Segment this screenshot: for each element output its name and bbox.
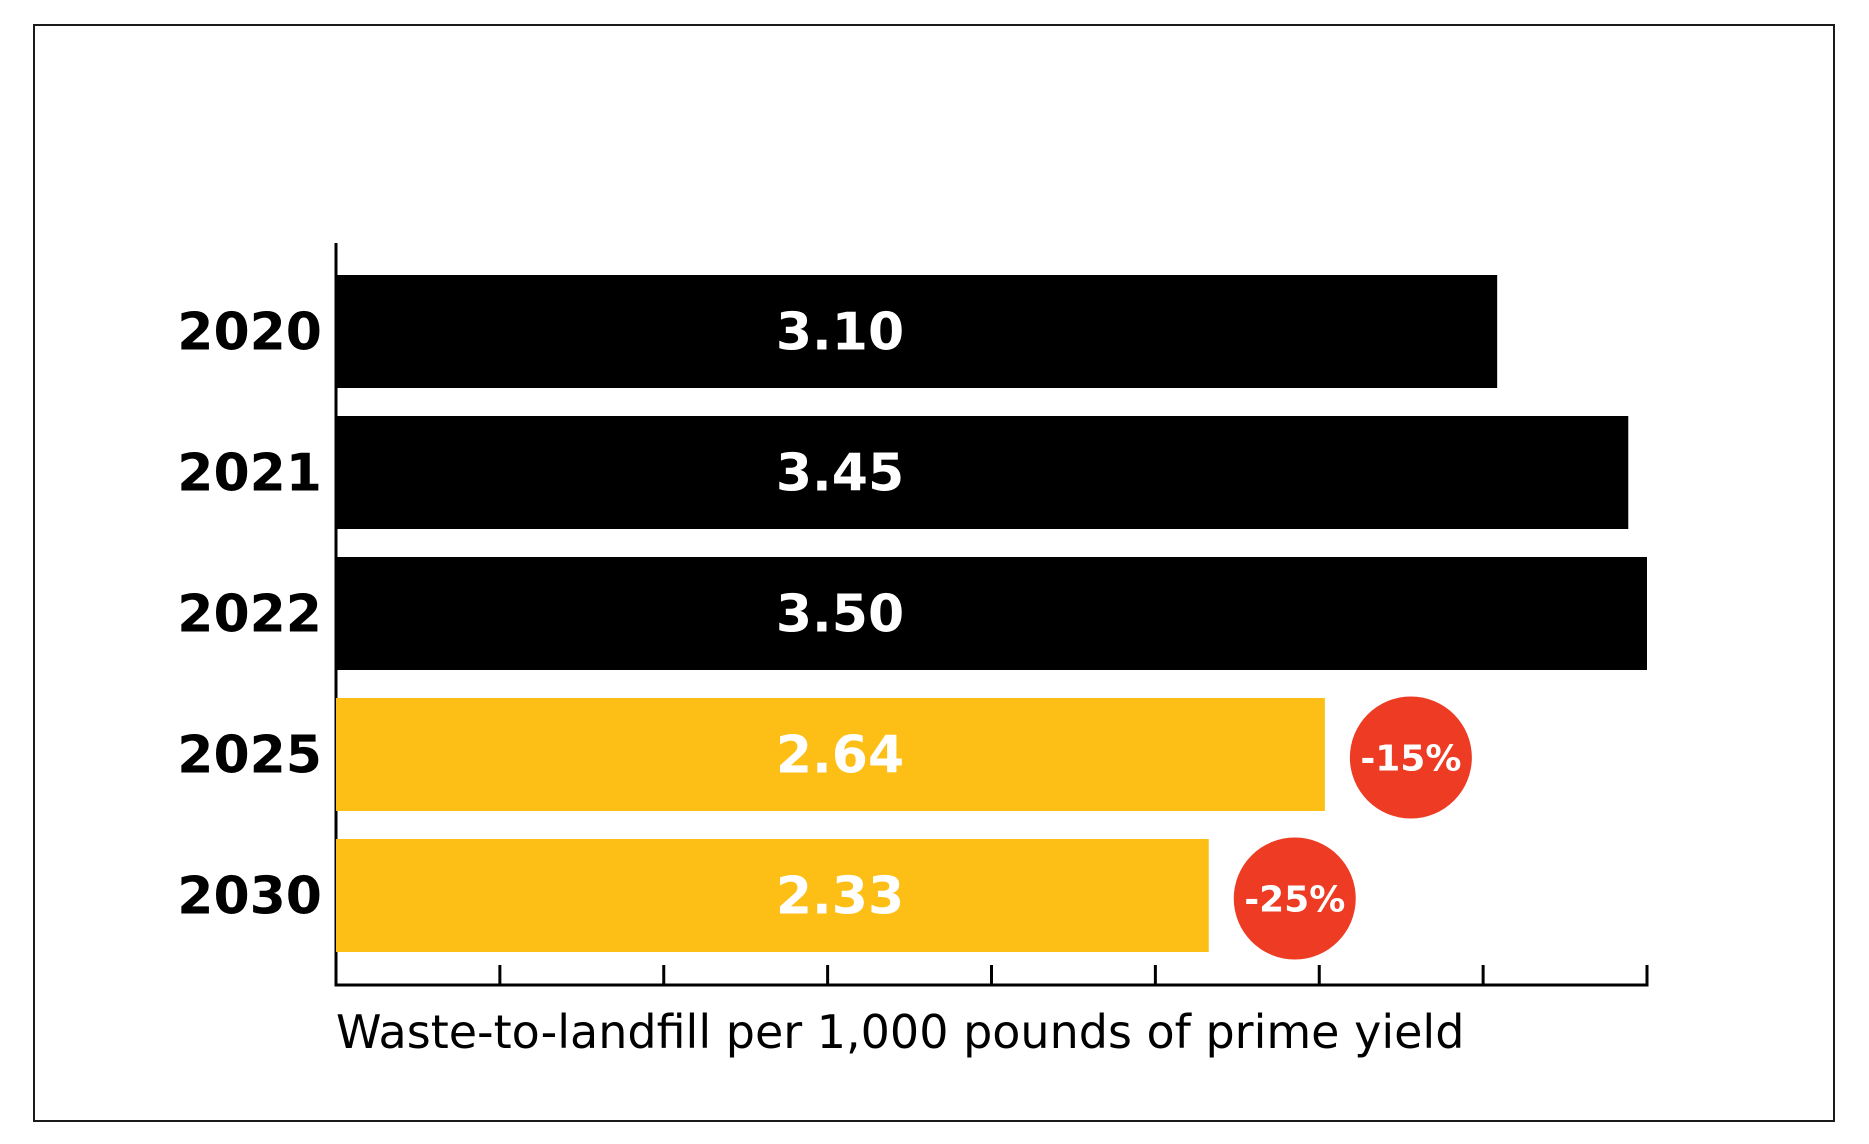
bar-2030 — [336, 839, 1209, 952]
value-label: 3.45 — [776, 444, 904, 504]
change-badge-label: -15% — [1360, 739, 1461, 780]
bar-2020 — [336, 275, 1498, 388]
change-badge — [1233, 837, 1356, 960]
bar-2022 — [336, 557, 1647, 670]
x-axis-title: Waste-to-landfill per 1,000 pounds of pr… — [336, 1005, 1464, 1059]
category-label: 2025 — [177, 726, 322, 786]
chart-frame — [33, 24, 1835, 1122]
bar-2021 — [336, 416, 1629, 529]
change-badge — [1349, 696, 1472, 819]
change-badge-label: -25% — [1244, 880, 1345, 921]
value-label: 2.33 — [776, 867, 904, 927]
category-label: 2020 — [177, 303, 322, 363]
category-label: 2022 — [177, 585, 322, 645]
value-label: 3.10 — [776, 303, 904, 363]
bar-2025 — [336, 698, 1325, 811]
value-label: 3.50 — [776, 585, 904, 645]
category-label: 2030 — [177, 867, 322, 927]
category-label: 2021 — [177, 444, 322, 504]
value-label: 2.64 — [776, 726, 904, 786]
